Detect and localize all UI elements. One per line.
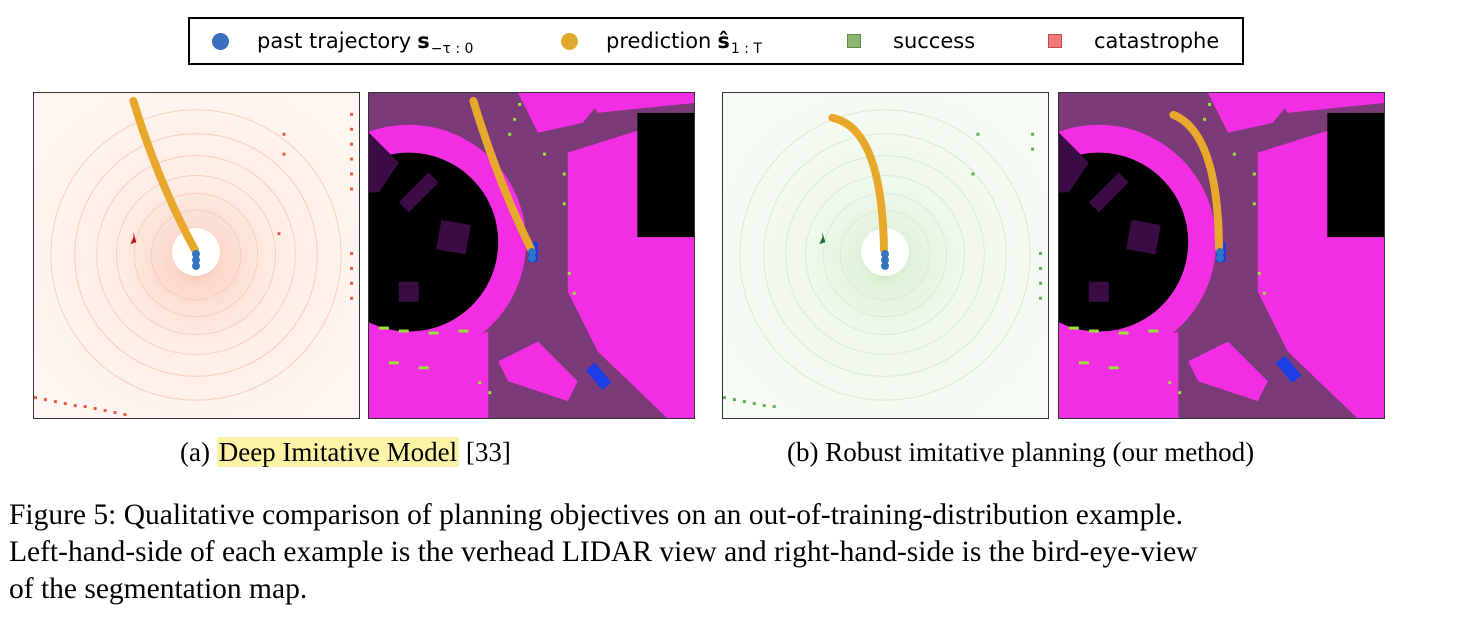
highlighted-model-name: Deep Imitative Model bbox=[216, 437, 460, 467]
legend-item-success: success bbox=[847, 19, 975, 63]
lidar-view-rip bbox=[722, 92, 1049, 419]
lidar-green-image bbox=[723, 93, 1048, 418]
subcaption-a: (a) Deep Imitative Model [33] bbox=[180, 437, 511, 468]
legend-item-prediction: prediction ŝ 1 : T bbox=[561, 19, 762, 63]
legend-item-catastrophe: catastrophe bbox=[1048, 19, 1219, 63]
legend-label-success: success bbox=[893, 29, 976, 53]
legend-label-prediction: prediction bbox=[606, 29, 712, 53]
segmentation-image-rip bbox=[1059, 93, 1384, 418]
legend-sub-past: −τ : 0 bbox=[430, 41, 474, 57]
success-marker-icon bbox=[847, 34, 861, 48]
legend-math-past: s bbox=[417, 29, 430, 53]
legend: past trajectory s −τ : 0 prediction ŝ 1 … bbox=[188, 17, 1244, 65]
subcaption-a-prefix: (a) bbox=[180, 437, 217, 467]
figure-caption: Figure 5: Qualitative comparison of plan… bbox=[9, 497, 1449, 608]
segmentation-image-dim bbox=[369, 93, 694, 418]
legend-item-past-trajectory: past trajectory s −τ : 0 bbox=[212, 19, 473, 63]
legend-label-past: past trajectory bbox=[257, 29, 412, 53]
subcaption-b: (b) Robust imitative planning (our metho… bbox=[787, 437, 1255, 467]
caption-line-2: Left-hand-side of each example is the ve… bbox=[9, 536, 1198, 568]
prediction-marker-icon bbox=[561, 32, 578, 50]
legend-math-prediction: ŝ bbox=[717, 29, 730, 53]
catastrophe-marker-icon bbox=[1048, 34, 1062, 48]
past-trajectory-marker-icon bbox=[212, 32, 229, 50]
legend-label-catastrophe: catastrophe bbox=[1094, 29, 1220, 53]
lidar-red-image bbox=[34, 93, 359, 418]
segmentation-view-dim bbox=[368, 92, 695, 419]
caption-line-3: of the segmentation map. bbox=[9, 573, 308, 605]
lidar-view-dim bbox=[33, 92, 360, 419]
legend-sub-prediction: 1 : T bbox=[730, 41, 762, 57]
segmentation-view-rip bbox=[1058, 92, 1385, 419]
caption-line-1: Figure 5: Qualitative comparison of plan… bbox=[9, 499, 1183, 531]
subcaption-a-citation: [33] bbox=[459, 437, 511, 467]
